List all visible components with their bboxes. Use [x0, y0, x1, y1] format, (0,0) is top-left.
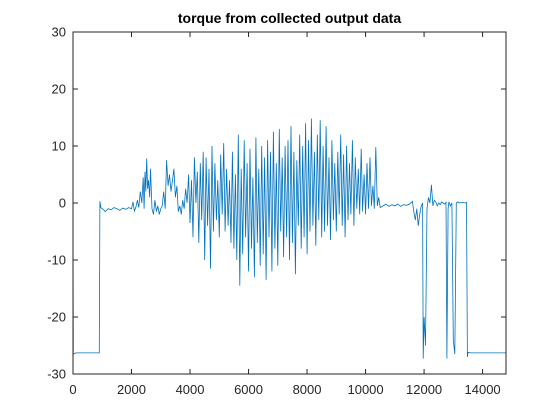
x-tick-label: 6000: [234, 382, 263, 397]
y-tick-label: 30: [52, 25, 66, 40]
y-tick-label: -20: [47, 310, 66, 325]
plot-area-box: [72, 31, 507, 375]
x-tick-label: 2000: [117, 382, 146, 397]
x-tick-label: 0: [69, 382, 76, 397]
x-tick-label: 4000: [176, 382, 205, 397]
y-tick-label: 20: [52, 82, 66, 97]
series-line-torque: [72, 118, 506, 359]
y-tick-label: -10: [47, 253, 66, 268]
x-axis: 0 2000 4000 6000 8000 10000 12000 14000: [69, 32, 501, 397]
y-tick-label: 0: [59, 196, 66, 211]
y-axis: -30 -20 -10 0 10 20 30: [47, 25, 506, 382]
y-tick-label: -30: [47, 367, 66, 382]
x-tick-label: 10000: [347, 382, 383, 397]
chart-title: torque from collected output data: [178, 10, 401, 26]
x-tick-label: 8000: [293, 382, 322, 397]
x-tick-label: 14000: [465, 382, 501, 397]
y-tick-label: 10: [52, 139, 66, 154]
x-tick-label: 12000: [406, 382, 442, 397]
